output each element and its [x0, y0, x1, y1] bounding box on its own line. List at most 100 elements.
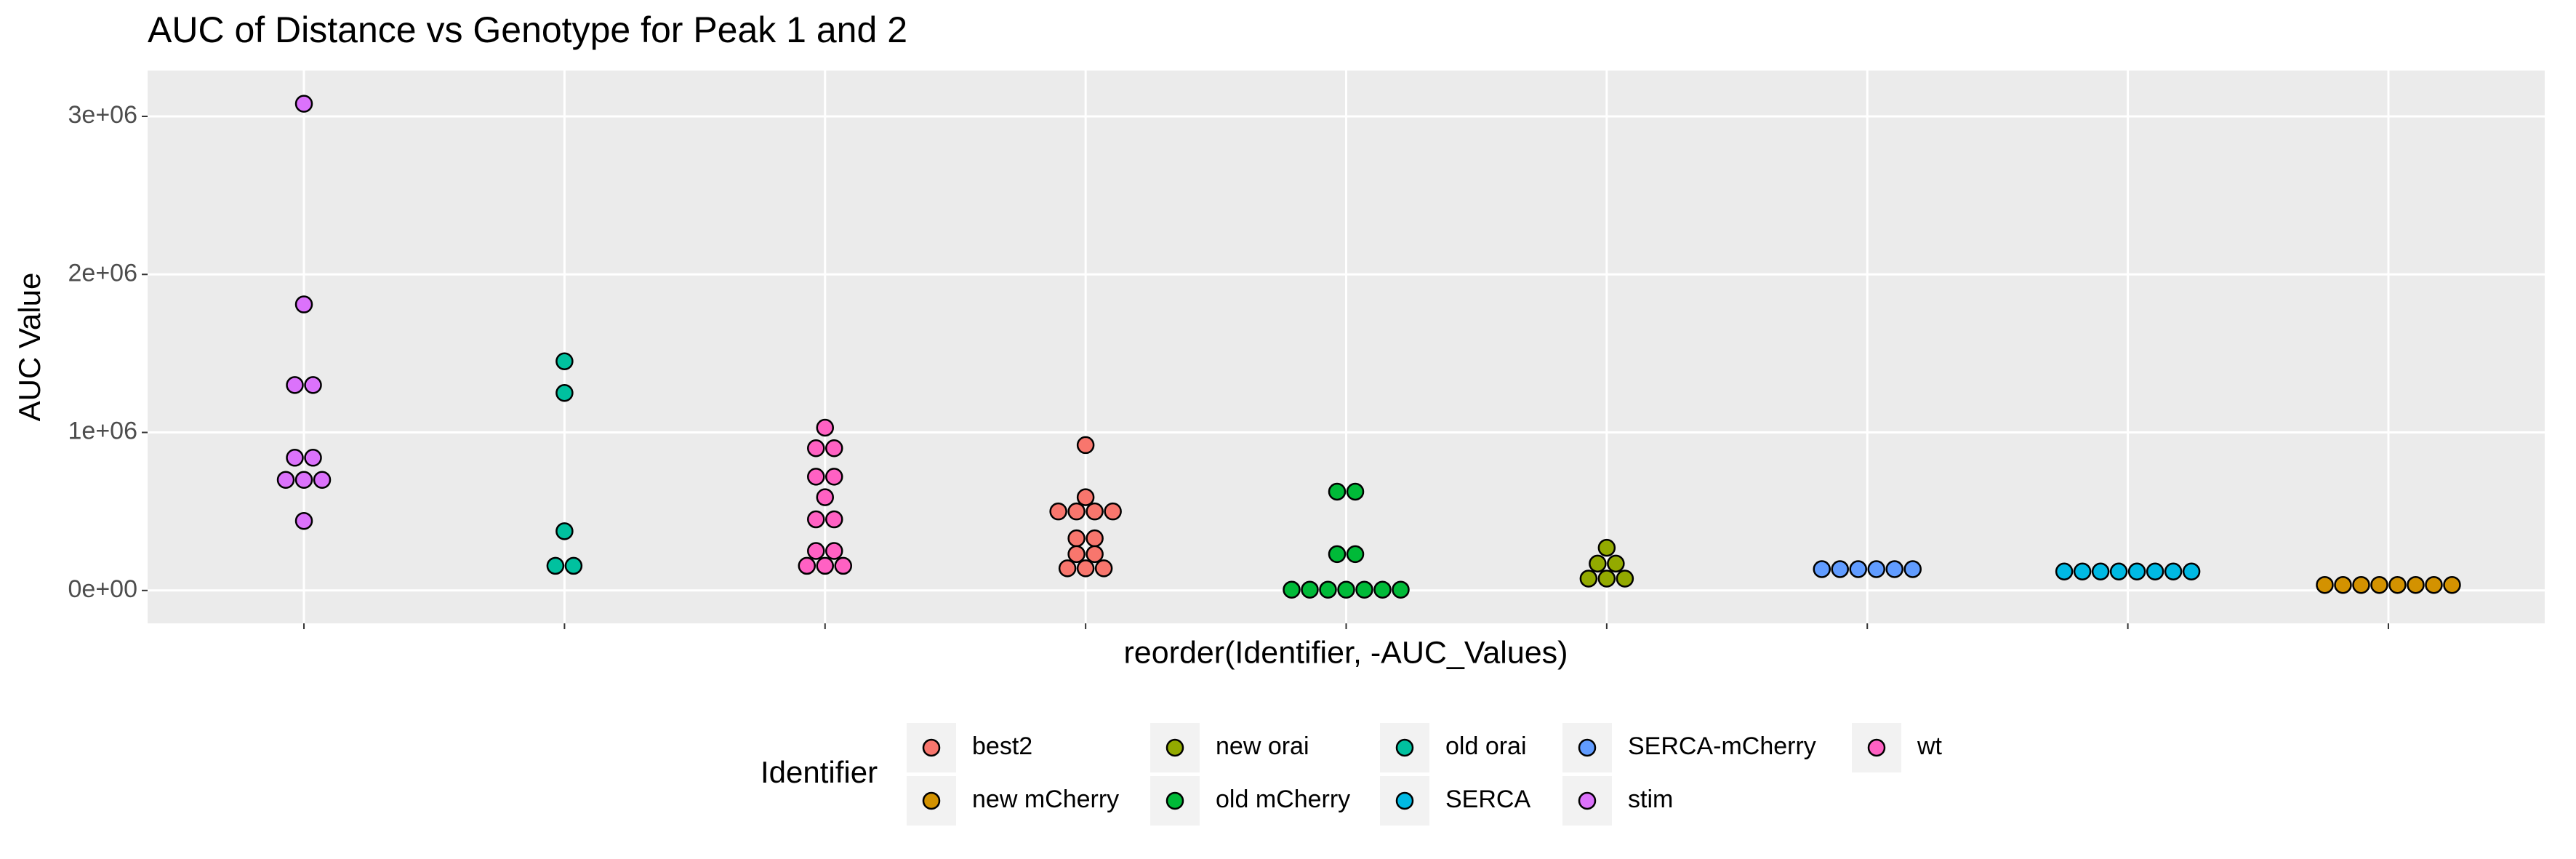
- data-point: [1283, 580, 1301, 599]
- data-point: [276, 471, 295, 489]
- data-point: [1086, 545, 1104, 564]
- data-point: [1346, 545, 1365, 564]
- legend-label: SERCA: [1445, 786, 1530, 813]
- legend-label: stim: [1628, 786, 1673, 813]
- data-point: [825, 542, 843, 560]
- legend-label: new orai: [1216, 732, 1309, 760]
- y-axis-title: AUC Value: [12, 273, 47, 422]
- data-point: [555, 383, 574, 402]
- chart-title: AUC of Distance vs Genotype for Peak 1 a…: [148, 9, 907, 50]
- data-point: [1319, 580, 1337, 599]
- y-tick-label: 0e+00: [68, 575, 138, 603]
- data-point: [2164, 562, 2183, 580]
- data-point: [1086, 502, 1104, 521]
- data-point: [798, 556, 816, 575]
- data-point: [2352, 575, 2370, 594]
- legend-label: new mCherry: [972, 786, 1119, 813]
- data-point: [2316, 575, 2334, 594]
- data-point: [286, 449, 304, 467]
- data-point: [2127, 562, 2146, 580]
- data-point: [1049, 502, 1067, 521]
- data-point: [1067, 545, 1086, 564]
- data-point: [1373, 580, 1392, 599]
- data-point: [1616, 570, 1634, 588]
- legend-label: old mCherry: [1216, 786, 1350, 813]
- data-point: [1831, 560, 1849, 578]
- data-point: [304, 376, 322, 394]
- data-point: [1355, 580, 1373, 599]
- data-point: [1067, 529, 1086, 548]
- data-point: [1058, 559, 1077, 578]
- data-point: [1346, 482, 1365, 501]
- data-point: [2055, 562, 2074, 580]
- data-point: [1579, 570, 1598, 588]
- data-point: [816, 488, 835, 506]
- data-point: [2407, 575, 2425, 594]
- legend-title: Identifier: [761, 755, 878, 789]
- data-point: [1328, 545, 1347, 564]
- data-point: [2334, 575, 2352, 594]
- legend-swatch: [1867, 738, 1886, 757]
- data-point: [1597, 570, 1616, 588]
- legend-label: old orai: [1445, 732, 1527, 760]
- data-point: [1813, 560, 1831, 578]
- data-point: [546, 556, 565, 575]
- x-axis-title: reorder(Identifier, -AUC_Values): [1123, 635, 1568, 670]
- data-point: [1076, 436, 1095, 455]
- data-point: [2091, 562, 2110, 580]
- data-point: [807, 468, 825, 486]
- data-point: [1067, 502, 1086, 521]
- data-point: [2109, 562, 2128, 580]
- legend-label: best2: [972, 732, 1032, 760]
- data-point: [2425, 575, 2443, 594]
- data-point: [816, 418, 835, 437]
- data-point: [294, 511, 313, 530]
- data-point: [294, 95, 313, 113]
- data-point: [564, 556, 583, 575]
- data-point: [1392, 580, 1410, 599]
- data-point: [313, 471, 332, 489]
- data-point: [555, 352, 574, 371]
- data-point: [1086, 529, 1104, 548]
- legend-swatch: [1578, 791, 1597, 810]
- data-point: [825, 468, 843, 486]
- data-point: [816, 556, 835, 575]
- data-point: [294, 471, 313, 489]
- data-point: [1885, 560, 1903, 578]
- legend-swatch: [922, 791, 941, 810]
- data-point: [555, 522, 574, 540]
- data-point: [2388, 575, 2407, 594]
- data-point: [1094, 559, 1113, 578]
- data-point: [1337, 580, 1355, 599]
- data-point: [2370, 575, 2388, 594]
- data-point: [807, 542, 825, 560]
- data-point: [1607, 554, 1625, 573]
- legend-label: wt: [1917, 732, 1943, 760]
- data-point: [1076, 559, 1095, 578]
- data-point: [1328, 482, 1347, 501]
- y-tick-label: 2e+06: [68, 259, 138, 287]
- legend-swatch: [1165, 738, 1184, 757]
- legend-swatch: [1578, 738, 1597, 757]
- data-point: [825, 510, 843, 529]
- data-point: [1301, 580, 1319, 599]
- legend-swatch: [922, 738, 941, 757]
- data-point: [1104, 502, 1122, 521]
- data-point: [807, 439, 825, 458]
- data-point: [2443, 575, 2461, 594]
- data-point: [2073, 562, 2092, 580]
- legend-label: SERCA-mCherry: [1628, 732, 1816, 760]
- data-point: [294, 295, 313, 313]
- data-point: [1076, 488, 1095, 506]
- data-point: [2182, 562, 2201, 580]
- y-tick-label: 3e+06: [68, 101, 138, 129]
- data-point: [304, 449, 322, 467]
- data-point: [1597, 538, 1616, 557]
- data-point: [1589, 554, 1607, 573]
- legend-swatch: [1165, 791, 1184, 810]
- data-point: [1849, 560, 1867, 578]
- data-point: [2146, 562, 2164, 580]
- data-point: [1867, 560, 1885, 578]
- data-point: [834, 556, 853, 575]
